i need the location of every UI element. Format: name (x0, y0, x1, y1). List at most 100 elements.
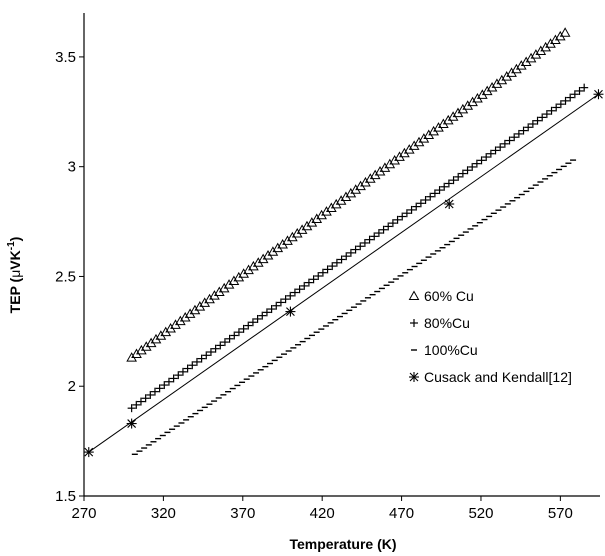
x-axis-label: Temperature (K) (289, 536, 396, 552)
data-point (444, 179, 453, 188)
x-tick-label: 470 (389, 505, 414, 522)
y-axis-label-mu: μ (7, 270, 23, 278)
y-tick-label: 2.5 (55, 268, 76, 285)
data-point (328, 262, 337, 271)
x-tick-label: 320 (151, 505, 176, 522)
x-tick-label: 570 (548, 505, 573, 522)
data-point (500, 139, 509, 148)
x-tick-label: 520 (468, 505, 493, 522)
data-point (248, 318, 257, 327)
data-point (402, 209, 411, 218)
data-point (178, 367, 187, 376)
data-point (132, 400, 141, 409)
data-point (384, 222, 393, 231)
x-tick-label: 420 (310, 505, 335, 522)
data-point (206, 348, 215, 357)
data-point (472, 159, 481, 168)
data-point (295, 285, 304, 294)
data-point (449, 176, 458, 185)
y-tick-label: 1.5 (55, 488, 76, 505)
data-point (146, 390, 155, 399)
data-point (211, 344, 220, 353)
data-point (309, 275, 318, 284)
legend-marker (409, 372, 419, 382)
data-point (365, 235, 374, 244)
data-point (183, 364, 192, 373)
data-point (141, 394, 150, 403)
data-point (314, 272, 323, 281)
data-point (416, 199, 425, 208)
data-point (552, 103, 561, 112)
data-point (440, 182, 449, 191)
data-point (570, 90, 579, 99)
data-point (332, 258, 341, 267)
data-point (323, 265, 332, 274)
y-tick-label: 3.5 (55, 49, 76, 66)
data-point (239, 324, 248, 333)
data-point (276, 298, 285, 307)
y-axis-label-unit: VK (7, 250, 23, 269)
data-point (393, 215, 402, 224)
legend-marker (408, 290, 420, 300)
data-point (342, 252, 351, 261)
data-point (482, 153, 491, 162)
data-point (192, 357, 201, 366)
data-point (542, 110, 551, 119)
data-point (486, 149, 495, 158)
data-point (351, 245, 360, 254)
series-1 (126, 27, 571, 362)
data-point (360, 238, 369, 247)
y-axis-label-suffix: ) (7, 237, 23, 242)
data-point (426, 192, 435, 201)
series-4 (83, 89, 604, 458)
data-point (272, 301, 281, 310)
data-point (174, 371, 183, 380)
data-point (547, 106, 556, 115)
data-point (155, 384, 164, 393)
legend-label: Cusack and Kendall[12] (424, 369, 572, 385)
data-point (496, 143, 505, 152)
data-point (575, 86, 584, 95)
axes (83, 13, 600, 497)
data-point (244, 321, 253, 330)
data-point (225, 334, 234, 343)
data-point (164, 377, 173, 386)
data-point (188, 361, 197, 370)
data-point (561, 96, 570, 105)
data-point (304, 278, 313, 287)
fit-line (88, 93, 599, 453)
data-point (286, 291, 295, 300)
data-point (505, 136, 514, 145)
data-point (197, 354, 206, 363)
data-point (150, 387, 159, 396)
y-axis-label-prefix: TEP ( (7, 277, 23, 313)
data-point (435, 186, 444, 195)
data-point (253, 314, 262, 323)
data-point (126, 418, 137, 429)
data-point (356, 242, 365, 251)
data-point (262, 308, 271, 317)
x-tick-label: 270 (71, 505, 96, 522)
data-point (337, 255, 346, 264)
data-point (281, 295, 290, 304)
data-point (407, 205, 416, 214)
y-tick-label: 3 (68, 159, 76, 176)
data-point (491, 146, 500, 155)
data-point (379, 225, 388, 234)
legend-marker (410, 319, 418, 327)
data-point (234, 328, 243, 337)
data-point (300, 281, 309, 290)
data-point (559, 27, 571, 37)
series-3 (131, 159, 577, 455)
legend-label: 80%Cu (424, 315, 470, 331)
data-point (374, 229, 383, 238)
data-point (514, 129, 523, 138)
data-point (267, 305, 276, 314)
legend-label: 60% Cu (424, 288, 474, 304)
data-marks (83, 27, 604, 458)
data-point (533, 116, 542, 125)
data-point (160, 381, 169, 390)
x-tick-label: 370 (230, 505, 255, 522)
data-point (318, 268, 327, 277)
data-point (566, 93, 575, 102)
